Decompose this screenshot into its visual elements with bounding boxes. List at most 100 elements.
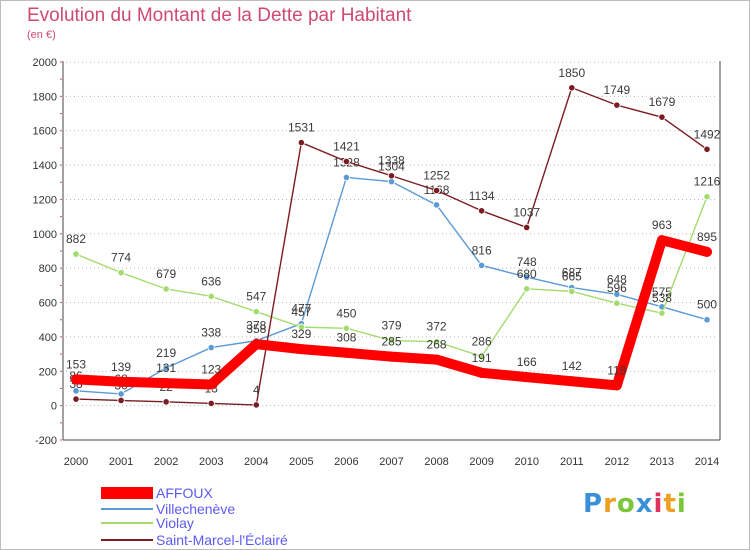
logo-letter: r [603,489,617,519]
data-label: 575 [652,285,672,299]
legend-item-villechenève: Villechenève [101,501,235,517]
legend-label: Violay [156,515,194,531]
data-point [387,172,396,180]
data-label: 308 [336,331,356,345]
data-point [341,347,352,358]
y-tick-label: 200 [39,366,57,378]
y-tick-label: 800 [39,263,57,275]
y-tick-label: -200 [35,435,57,447]
data-point [206,379,217,390]
data-point [117,396,125,405]
data-point [658,113,666,121]
data-label: 338 [201,326,221,340]
data-label: 500 [697,298,717,312]
x-tick-label: 2013 [650,456,674,468]
data-label: 1252 [423,169,450,183]
data-label: 372 [427,320,447,334]
data-point [252,401,260,409]
y-tick-label: 1200 [33,194,57,206]
data-label: 285 [381,335,401,349]
data-point [566,376,577,387]
data-label: 1304 [378,160,405,174]
logo-letter: t [663,489,677,519]
data-label: 1037 [513,205,540,219]
data-label: 358 [246,322,266,336]
data-point [296,344,307,355]
data-label: 882 [66,232,86,246]
data-label: 596 [607,281,627,295]
data-label: 142 [562,359,582,373]
y-tick-label: 1800 [33,91,57,103]
logo-letter: i [653,489,664,519]
data-point [162,285,170,293]
data-label: 679 [156,267,176,281]
data-point [476,367,487,378]
data-point [523,223,531,232]
data-point [478,352,486,361]
data-point [297,138,305,147]
data-point [386,351,397,362]
data-point [523,285,531,293]
data-point [523,273,531,281]
data-label: 665 [562,269,582,283]
data-label: 4 [253,383,260,397]
data-point [72,387,80,395]
data-label: 378 [246,319,266,333]
data-point [432,338,441,346]
legend-item-saint-marcel: Saint-Marcel-l'Éclairé [101,532,288,548]
data-label: 329 [291,327,311,341]
x-tick-label: 2007 [379,456,403,468]
data-label: 477 [291,302,311,316]
x-tick-label: 2006 [334,456,358,468]
data-label: 1749 [604,83,631,97]
x-tick-label: 2003 [199,456,223,468]
data-label: 131 [156,361,176,375]
data-point [568,287,576,295]
data-label: 1850 [558,66,585,80]
data-point [207,399,215,408]
x-tick-label: 2005 [289,456,313,468]
data-label: 457 [291,305,311,319]
data-point [117,269,125,277]
legend-swatch [101,487,153,499]
data-point [703,193,711,201]
data-point [703,316,711,324]
y-tick-label: 0 [51,401,57,413]
data-point [297,323,305,331]
data-point [251,339,262,350]
data-label: 680 [517,267,537,281]
data-label: 687 [562,266,582,280]
data-label: 450 [336,306,356,320]
logo-letter: P [583,489,604,519]
y-tick-label: 1600 [33,126,57,138]
data-label: 538 [652,291,672,305]
logo-letter: o [616,489,636,519]
data-label: 1492 [694,127,721,141]
data-label: 1679 [649,95,676,109]
data-point [72,250,80,258]
data-point [658,309,666,317]
data-label: 123 [201,363,221,377]
x-tick-label: 2009 [469,456,493,468]
y-tick-label: 400 [39,332,57,344]
x-tick-label: 2001 [109,456,133,468]
legend-swatch [101,522,153,524]
data-point [207,343,215,352]
data-point [568,84,576,92]
data-label: 895 [697,230,717,244]
data-label: 1338 [378,154,405,168]
data-point [613,299,621,307]
data-label: 153 [66,357,86,371]
data-point [342,324,351,332]
x-tick-label: 2002 [154,456,178,468]
x-tick-label: 2010 [514,456,538,468]
x-tick-label: 2004 [244,456,268,468]
data-point [162,398,170,406]
data-point [478,207,486,215]
data-point [71,374,81,385]
x-tick-label: 2011 [560,456,584,468]
legend-swatch [101,539,153,541]
data-point [161,378,172,389]
